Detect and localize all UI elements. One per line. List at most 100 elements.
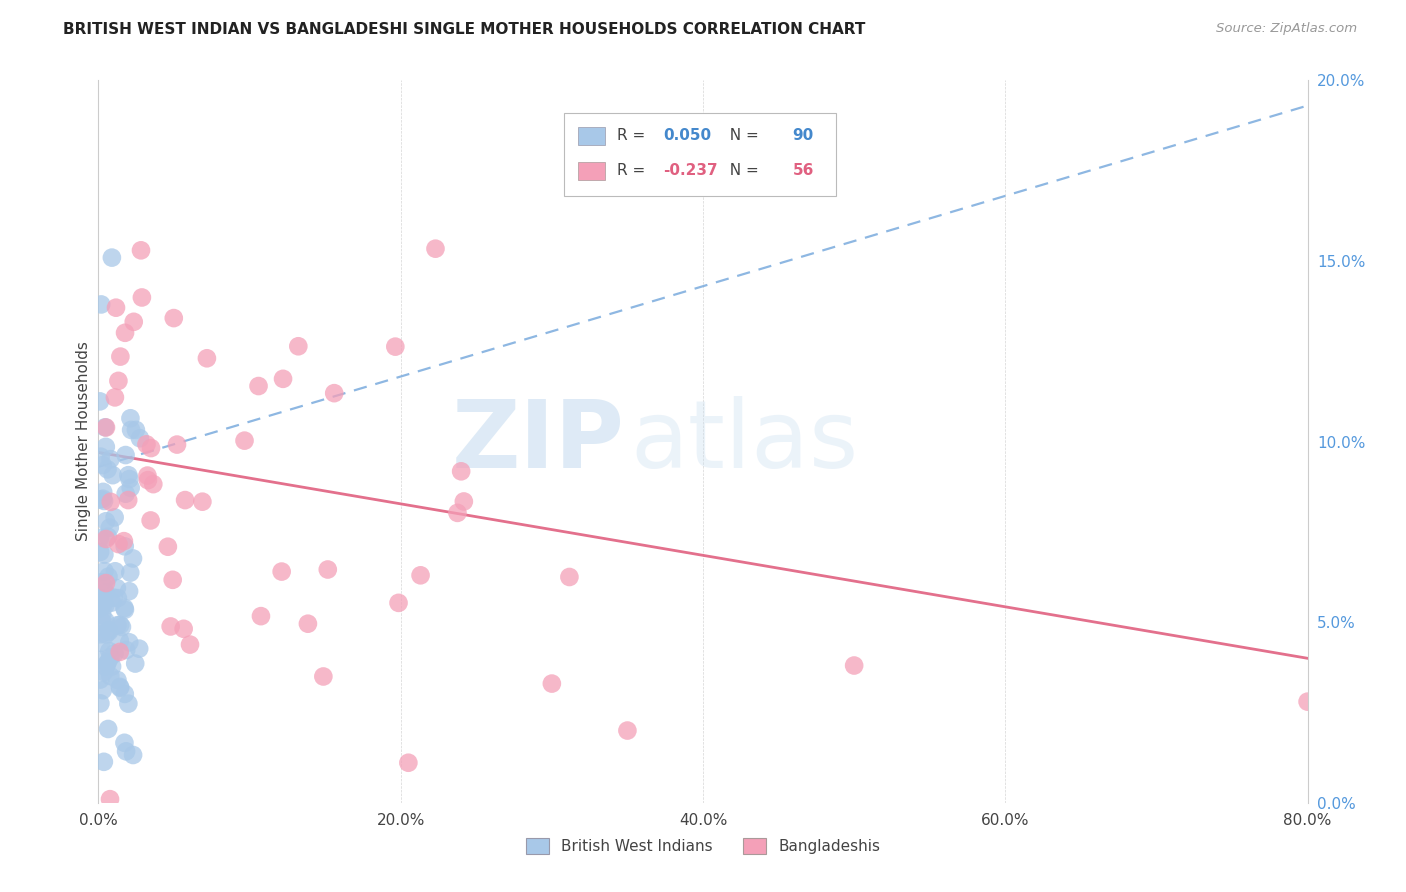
Point bbox=[105, 581, 128, 595]
Point bbox=[101, 251, 124, 265]
Point bbox=[94, 627, 117, 641]
Point bbox=[89, 673, 111, 687]
Point bbox=[129, 244, 152, 258]
Point bbox=[117, 468, 139, 483]
Point bbox=[139, 513, 162, 527]
Point bbox=[120, 481, 142, 495]
Point bbox=[122, 315, 145, 329]
Legend: British West Indians, Bangladeshis: British West Indians, Bangladeshis bbox=[520, 832, 886, 860]
Point bbox=[100, 595, 122, 609]
Point bbox=[271, 372, 294, 386]
Point bbox=[233, 434, 256, 448]
Point bbox=[89, 545, 111, 559]
Point bbox=[142, 477, 165, 491]
Point bbox=[396, 756, 419, 770]
Point bbox=[844, 658, 866, 673]
Point bbox=[93, 755, 115, 769]
Point bbox=[117, 697, 139, 711]
Point bbox=[89, 601, 111, 615]
Point bbox=[120, 411, 142, 425]
Point bbox=[179, 638, 201, 652]
Y-axis label: Single Mother Households: Single Mother Households bbox=[76, 342, 91, 541]
Point bbox=[93, 593, 115, 607]
Point bbox=[100, 650, 122, 665]
Point bbox=[103, 647, 125, 661]
Point bbox=[540, 676, 562, 690]
Point bbox=[115, 744, 138, 758]
Point bbox=[96, 657, 118, 671]
Point bbox=[297, 616, 319, 631]
Point bbox=[112, 534, 135, 549]
Point bbox=[98, 792, 121, 806]
Point bbox=[120, 423, 142, 437]
Point bbox=[425, 242, 447, 256]
Point bbox=[384, 340, 406, 354]
Text: -0.237: -0.237 bbox=[664, 163, 717, 178]
Point bbox=[312, 669, 335, 683]
Text: BRITISH WEST INDIAN VS BANGLADESHI SINGLE MOTHER HOUSEHOLDS CORRELATION CHART: BRITISH WEST INDIAN VS BANGLADESHI SINGL… bbox=[63, 22, 866, 37]
Point bbox=[114, 487, 136, 501]
Text: N =: N = bbox=[720, 128, 763, 144]
Point bbox=[124, 657, 146, 671]
Point bbox=[94, 576, 117, 591]
Point bbox=[122, 747, 145, 762]
Text: atlas: atlas bbox=[630, 395, 859, 488]
Point bbox=[91, 484, 114, 499]
Point bbox=[90, 297, 112, 311]
Point bbox=[98, 624, 121, 639]
Point bbox=[97, 624, 120, 638]
Point bbox=[114, 540, 136, 554]
Text: N =: N = bbox=[720, 163, 763, 178]
Point bbox=[97, 722, 120, 736]
Point bbox=[91, 608, 114, 623]
Point bbox=[103, 591, 125, 605]
Point bbox=[104, 564, 127, 578]
Point bbox=[90, 627, 112, 641]
Point bbox=[91, 579, 114, 593]
Bar bbox=[578, 127, 605, 145]
Point bbox=[114, 326, 136, 340]
Point bbox=[93, 548, 115, 562]
Point bbox=[316, 562, 339, 576]
Point bbox=[114, 603, 136, 617]
Point bbox=[159, 619, 181, 633]
Point bbox=[115, 643, 138, 657]
Point bbox=[111, 620, 134, 634]
Point bbox=[94, 614, 117, 628]
Point bbox=[135, 437, 157, 451]
Text: R =: R = bbox=[617, 128, 650, 144]
Point bbox=[100, 495, 122, 509]
Point bbox=[94, 440, 117, 454]
Point bbox=[93, 564, 115, 578]
Text: Source: ZipAtlas.com: Source: ZipAtlas.com bbox=[1216, 22, 1357, 36]
Point bbox=[97, 656, 120, 670]
Point bbox=[96, 462, 118, 476]
Point bbox=[156, 540, 179, 554]
Point bbox=[91, 491, 114, 506]
Point bbox=[450, 464, 472, 478]
Point bbox=[98, 520, 121, 534]
Point bbox=[101, 659, 124, 673]
Point bbox=[387, 596, 409, 610]
Point bbox=[91, 683, 114, 698]
Point bbox=[136, 473, 159, 487]
Point bbox=[89, 653, 111, 667]
Point bbox=[94, 532, 117, 546]
Point bbox=[131, 290, 153, 304]
Point bbox=[94, 514, 117, 528]
Point bbox=[110, 618, 132, 632]
Point bbox=[110, 350, 132, 364]
Text: ZIP: ZIP bbox=[451, 395, 624, 488]
Point bbox=[108, 680, 131, 694]
Point bbox=[120, 566, 142, 580]
Text: 0.050: 0.050 bbox=[664, 128, 711, 144]
Point bbox=[107, 537, 129, 551]
Point bbox=[93, 665, 115, 679]
Point bbox=[89, 492, 111, 507]
Point bbox=[323, 386, 346, 401]
Point bbox=[122, 551, 145, 566]
Point bbox=[89, 531, 111, 545]
Point bbox=[89, 697, 111, 711]
Text: R =: R = bbox=[617, 163, 650, 178]
Point bbox=[94, 586, 117, 600]
